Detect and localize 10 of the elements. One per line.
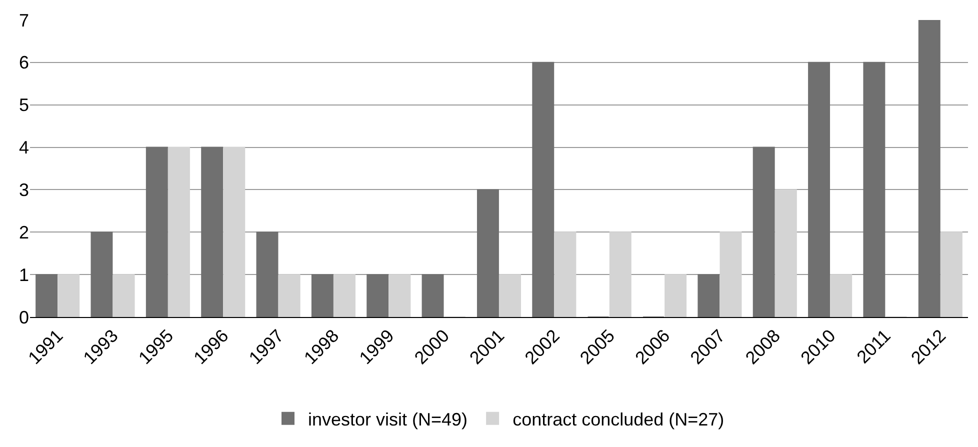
y-tick-label: 0 (18, 307, 29, 328)
y-tick-label: 6 (18, 52, 29, 73)
legend-label: contract concluded (N=27) (512, 409, 724, 430)
legend-label: investor visit (N=49) (308, 409, 468, 430)
y-tick-label: 2 (18, 222, 29, 242)
y-tick-label: 7 (18, 10, 29, 30)
y-tick-label: 4 (18, 138, 29, 158)
y-tick-label: 5 (18, 95, 29, 116)
y-tick-label: 1 (18, 264, 29, 285)
y-tick-label: 3 (18, 180, 29, 200)
